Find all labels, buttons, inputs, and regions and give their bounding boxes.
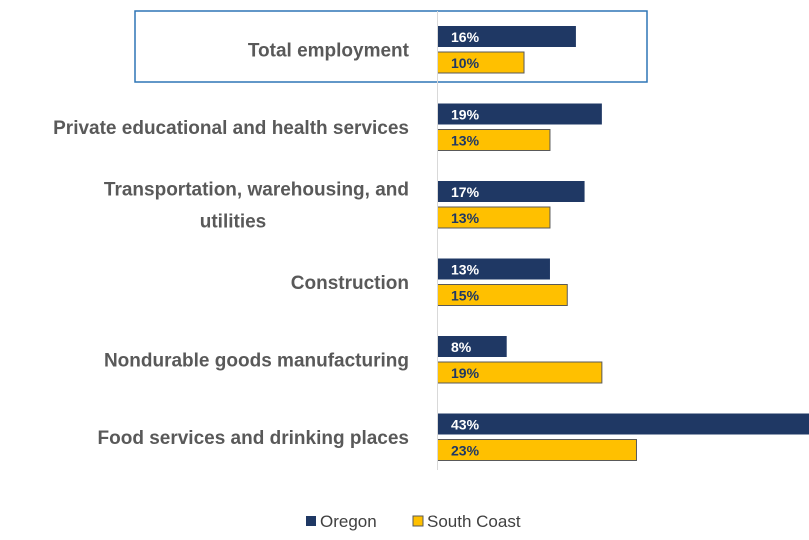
data-label: 43%: [451, 417, 480, 433]
category-label: Transportation, warehousing, and: [104, 180, 409, 201]
data-label: 15%: [451, 288, 480, 304]
bar-oregon: [437, 413, 809, 435]
data-label: 23%: [451, 443, 480, 459]
bar-oregon: [437, 181, 585, 202]
legend-swatch: [306, 516, 316, 526]
data-label: 16%: [451, 29, 480, 45]
category-label: Private educational and health services: [53, 118, 409, 139]
category-label: Total employment: [248, 41, 410, 62]
data-label: 13%: [451, 133, 480, 149]
legend-label: Oregon: [320, 512, 377, 531]
bar-oregon: [437, 258, 550, 280]
bar-oregon: [437, 103, 602, 125]
category-labels: Total employment Private educational and …: [53, 41, 410, 450]
legend-label: South Coast: [427, 512, 521, 531]
bar-oregon: [437, 336, 507, 357]
legend: Oregon South Coast: [306, 512, 521, 531]
category-label: Construction: [291, 273, 409, 294]
legend-swatch: [412, 515, 424, 527]
data-label: 17%: [451, 184, 480, 200]
bars: 16% 10% 19% 13% 17% 13% 13% 15% 8% 19% 43% 23%: [437, 26, 809, 461]
data-label: 13%: [451, 262, 480, 278]
category-label: Nondurable goods manufacturing: [104, 351, 409, 372]
category-label: utilities: [200, 212, 267, 233]
data-label: 8%: [451, 339, 472, 355]
data-label: 13%: [451, 210, 480, 226]
data-label: 10%: [451, 55, 480, 71]
data-label: 19%: [451, 365, 480, 381]
highlight-box: [134, 10, 648, 83]
bar-oregon: [437, 26, 576, 47]
data-label: 19%: [451, 107, 480, 123]
category-label: Food services and drinking places: [98, 428, 410, 449]
